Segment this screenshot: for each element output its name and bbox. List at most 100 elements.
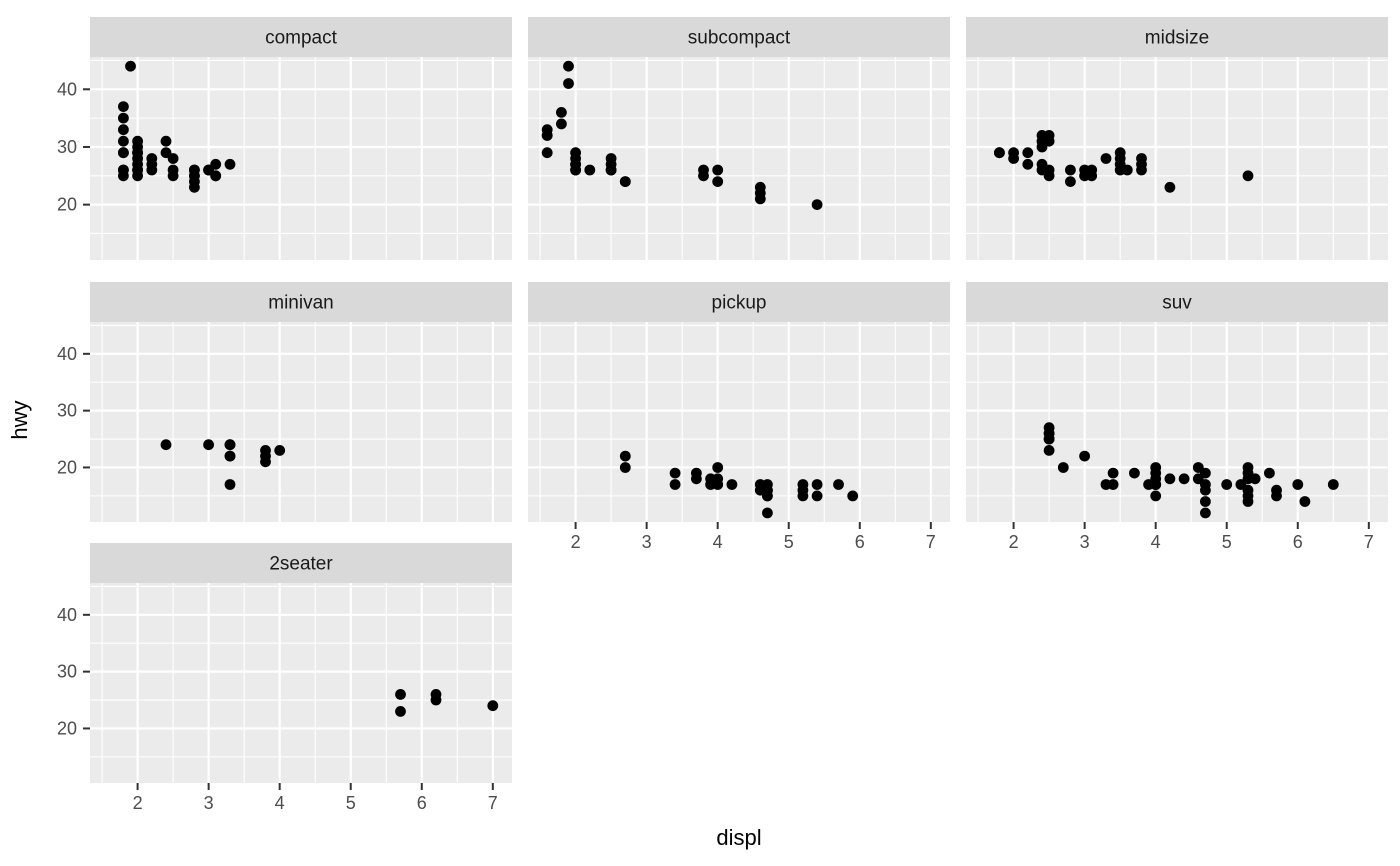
x-axis-tick-label: 4: [1151, 532, 1161, 552]
data-point: [1057, 462, 1069, 473]
data-point: [224, 479, 236, 490]
facet-panel-minivan: [90, 322, 512, 522]
data-point: [1121, 164, 1133, 176]
data-point: [1292, 479, 1304, 490]
data-point: [1221, 479, 1233, 490]
data-point: [118, 124, 129, 136]
data-point: [203, 439, 215, 451]
data-point: [1178, 473, 1190, 485]
data-point: [1107, 479, 1119, 490]
data-point: [487, 700, 499, 712]
data-point: [669, 467, 681, 479]
data-point: [1327, 479, 1339, 490]
data-point: [1079, 450, 1090, 462]
facet-strip-label: 2seater: [269, 554, 333, 575]
data-point: [1242, 170, 1254, 182]
x-axis-tick-label: 7: [1364, 532, 1374, 552]
facet-strip-pickup: [528, 282, 950, 322]
data-point: [726, 479, 738, 490]
data-point: [811, 490, 823, 502]
x-axis-tick-label: 2: [1009, 532, 1019, 552]
data-point: [125, 60, 136, 72]
facet-panel-2seater: [90, 583, 512, 783]
data-point: [1200, 496, 1211, 507]
data-point: [698, 170, 709, 182]
facet-strip-label: suv: [1162, 293, 1192, 314]
data-point: [1043, 135, 1055, 147]
data-point: [1200, 507, 1211, 519]
data-point: [1264, 467, 1275, 479]
data-point: [584, 164, 596, 176]
x-axis-tick-label: 5: [784, 532, 794, 552]
data-point: [570, 164, 581, 176]
facet-strip-label: subcompact: [688, 28, 791, 49]
y-axis-tick-label: 20: [57, 195, 77, 215]
data-point: [619, 462, 631, 473]
facet-panel-subcompact: [528, 57, 950, 260]
facet-strip-suv: [966, 282, 1388, 322]
data-point: [1043, 170, 1055, 182]
x-axis-title: displ: [716, 825, 761, 850]
data-point: [691, 473, 702, 485]
facet-panel-suv: [966, 322, 1388, 522]
y-axis-tick-label: 20: [57, 457, 77, 477]
data-point: [797, 490, 809, 502]
data-point: [132, 170, 144, 182]
data-point: [712, 462, 724, 473]
y-axis-title: hwy: [7, 400, 32, 439]
data-point: [210, 170, 222, 182]
y-axis-tick-label: 20: [57, 718, 77, 738]
data-point: [754, 193, 766, 205]
data-point: [1086, 170, 1098, 182]
data-point: [1150, 479, 1162, 490]
facet-strip-subcompact: [528, 17, 950, 57]
data-point: [210, 158, 222, 170]
data-point: [118, 147, 129, 159]
data-point: [395, 706, 406, 717]
data-point: [1043, 445, 1055, 456]
data-point: [1065, 164, 1076, 176]
facet-strip-label: pickup: [712, 293, 767, 314]
data-point: [1242, 496, 1254, 507]
data-point: [1271, 490, 1282, 502]
data-point: [1200, 484, 1211, 496]
data-point: [669, 479, 681, 490]
data-point: [1299, 496, 1311, 507]
facet-strip-minivan: [90, 282, 512, 322]
data-point: [160, 439, 172, 451]
x-axis-tick-label: 7: [488, 793, 498, 813]
data-point: [274, 445, 286, 456]
x-axis-tick-label: 6: [417, 793, 427, 813]
data-point: [189, 181, 200, 193]
data-point: [712, 164, 724, 176]
facet-panel-midsize: [966, 57, 1388, 260]
x-axis-tick-label: 4: [713, 532, 723, 552]
data-point: [556, 107, 567, 118]
data-point: [167, 153, 179, 164]
data-point: [619, 176, 631, 188]
data-point: [712, 479, 724, 490]
facet-panel-compact: [90, 57, 512, 260]
facet-strip-compact: [90, 17, 512, 57]
data-point: [1107, 467, 1119, 479]
data-point: [994, 147, 1005, 159]
data-point: [563, 78, 574, 89]
x-axis-tick-label: 3: [204, 793, 214, 813]
data-point: [1129, 467, 1140, 479]
x-axis-tick-label: 6: [1293, 532, 1303, 552]
data-point: [605, 164, 617, 176]
data-point: [1249, 473, 1261, 485]
data-point: [224, 450, 236, 462]
data-point: [1164, 181, 1176, 193]
data-point: [167, 170, 179, 182]
facet-strip-label: minivan: [268, 293, 333, 314]
data-point: [541, 130, 553, 141]
data-point: [762, 490, 773, 502]
data-point: [1065, 176, 1076, 188]
x-axis-tick-label: 4: [275, 793, 285, 813]
data-point: [619, 450, 631, 462]
data-point: [1022, 158, 1034, 170]
data-point: [1164, 473, 1176, 485]
